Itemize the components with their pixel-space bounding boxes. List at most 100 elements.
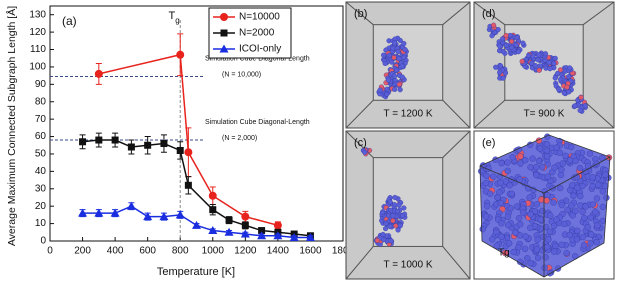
y-axis-label: Average Maximum Connected Subgraph Lengt… [5, 6, 18, 246]
legend-label: N=10000 [239, 12, 280, 23]
atom [503, 42, 509, 48]
legend-label: ICOI-only [239, 44, 281, 55]
atom [558, 166, 565, 173]
image-panel [345, 130, 471, 280]
point [79, 138, 87, 146]
atom [392, 40, 398, 46]
reference-label: Simulation Cube Diagonal-Length [205, 119, 310, 126]
atom [527, 211, 534, 218]
atom [516, 232, 524, 239]
atom [542, 254, 549, 261]
x-tick-label: 200 [74, 246, 91, 257]
atom [541, 264, 548, 271]
atom [399, 63, 405, 69]
atom [387, 223, 393, 230]
atom [478, 168, 485, 175]
point [111, 136, 119, 144]
atom [497, 69, 503, 75]
atom [526, 194, 533, 201]
atom [551, 60, 557, 66]
atom [392, 202, 398, 208]
y-tick-label: 130 [29, 9, 46, 20]
x-tick-label: 600 [139, 246, 156, 257]
atom [484, 203, 491, 210]
atom [390, 45, 396, 51]
atom [567, 65, 573, 71]
series-line [98, 53, 279, 227]
atom [374, 237, 380, 244]
atom [506, 182, 513, 189]
atom [577, 107, 583, 113]
point [127, 143, 135, 151]
atom [390, 213, 396, 219]
panel-caption: T = 1000 K [383, 260, 432, 271]
x-tick-label: 1800 [332, 246, 355, 257]
atom [520, 209, 527, 216]
atom [546, 60, 552, 66]
x-tick-label: 1400 [267, 246, 290, 257]
atom [536, 52, 542, 58]
atom [557, 184, 564, 192]
y-tick-label: 80 [35, 96, 47, 107]
atom [603, 194, 610, 201]
atom [570, 192, 577, 199]
x-axis-label: Temperature [K] [157, 266, 235, 278]
atom [508, 190, 515, 197]
atom [522, 157, 529, 164]
atom [529, 60, 535, 66]
atom [513, 42, 519, 48]
atom [489, 33, 495, 39]
atom [574, 184, 581, 191]
atom [562, 152, 569, 159]
atom [527, 224, 534, 231]
atom [535, 157, 543, 165]
atom [582, 203, 589, 210]
atom [490, 173, 497, 180]
atom [520, 40, 526, 46]
atom [555, 70, 561, 77]
atom [594, 222, 601, 229]
point [78, 208, 88, 217]
atom [557, 171, 565, 179]
atom [544, 243, 551, 251]
atom [382, 60, 388, 67]
atom [535, 57, 541, 63]
atom [392, 73, 398, 79]
point [184, 181, 192, 189]
atom [489, 236, 496, 243]
atom [516, 215, 523, 222]
point [184, 148, 193, 157]
atom [384, 91, 390, 97]
reference-label: Simulation Cube Diagonal-Length [205, 55, 310, 62]
atom [552, 242, 559, 250]
y-tick-label: 50 [35, 149, 47, 160]
atom [578, 94, 584, 100]
atom [385, 77, 392, 83]
atom [586, 150, 594, 157]
atom [533, 171, 540, 179]
y-tick-label: 110 [30, 44, 46, 55]
atom [505, 240, 513, 247]
y-tick-label: 30 [35, 183, 47, 194]
atom [509, 154, 516, 161]
point [176, 146, 184, 154]
atom [483, 172, 490, 180]
atom [536, 145, 544, 152]
atom [515, 49, 521, 55]
atom [543, 197, 550, 204]
y-tick-label: 90 [35, 79, 47, 90]
atom [497, 199, 505, 207]
atom [380, 231, 386, 238]
atom [500, 36, 506, 42]
atom [558, 241, 565, 249]
atom [517, 153, 524, 160]
point [94, 208, 104, 217]
atom [381, 237, 387, 243]
atom [536, 67, 542, 73]
atom [543, 153, 551, 160]
atom [482, 213, 490, 220]
atom [504, 167, 511, 174]
atom [396, 202, 402, 208]
atom [495, 27, 501, 33]
